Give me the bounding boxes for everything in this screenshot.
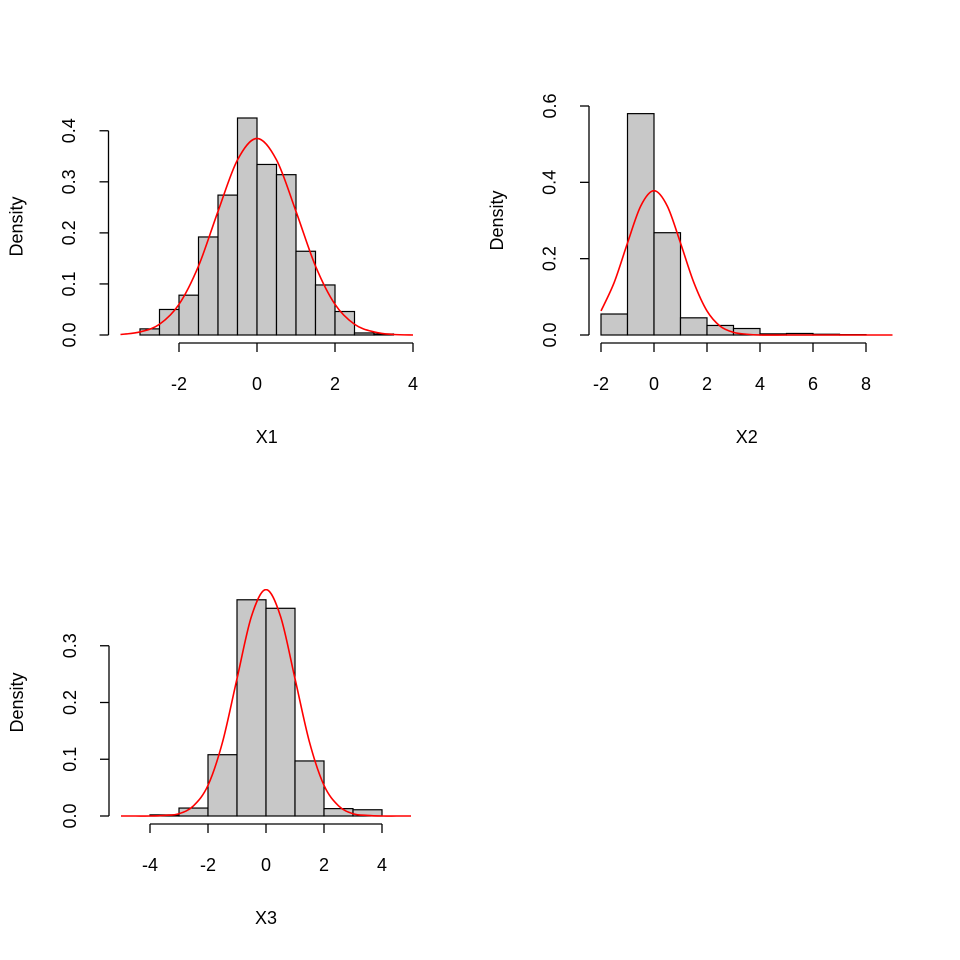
x-tick-label: -4 xyxy=(142,855,158,875)
x-tick-label: 4 xyxy=(408,374,418,394)
x-tick-label: 2 xyxy=(330,374,340,394)
bar xyxy=(334,310,356,336)
y-tick-label: 0.0 xyxy=(60,803,80,828)
x-tick-label: 8 xyxy=(861,374,871,394)
x-tick-label: 2 xyxy=(319,855,329,875)
density-curve xyxy=(120,137,414,336)
bar xyxy=(653,232,682,336)
density-curve xyxy=(600,189,893,336)
bar xyxy=(236,117,258,336)
bar xyxy=(600,313,629,336)
x-tick-label: 4 xyxy=(377,855,387,875)
density-curve xyxy=(121,589,411,817)
y-tick-label: 0.2 xyxy=(59,220,79,245)
bar xyxy=(295,250,317,336)
y-axis-label: Density xyxy=(6,196,26,256)
x-axis-label: X2 xyxy=(736,427,758,447)
y-tick-label: 0.2 xyxy=(60,690,80,715)
y-tick-label: 0.6 xyxy=(540,93,560,118)
y-tick-label: 0.4 xyxy=(59,118,79,143)
panel: -2 0 2 4 0.0 0.1 0.2 0.3 0.4 X1 Density xyxy=(6,117,418,447)
x-tick-label: 0 xyxy=(261,855,271,875)
x-tick-label: 0 xyxy=(649,374,659,394)
y-tick-label: 0.2 xyxy=(540,246,560,271)
bar xyxy=(626,113,655,336)
bar xyxy=(265,607,296,817)
x-tick-label: 2 xyxy=(702,374,712,394)
bar xyxy=(207,754,238,817)
panel: -2 0 2 4 6 8 0.0 0.2 0.4 0.6 X2 Density xyxy=(487,93,893,447)
bar xyxy=(197,236,219,336)
y-axis-label: Density xyxy=(7,672,27,732)
bar xyxy=(275,174,297,336)
bar xyxy=(236,599,267,817)
bar xyxy=(679,317,708,336)
bar xyxy=(217,194,239,336)
bar xyxy=(256,163,278,336)
bar xyxy=(294,760,325,817)
y-tick-label: 0.3 xyxy=(59,169,79,194)
y-tick-label: 0.3 xyxy=(60,633,80,658)
x-tick-label: 0 xyxy=(252,374,262,394)
x-tick-label: 6 xyxy=(808,374,818,394)
y-tick-label: 0.4 xyxy=(540,170,560,195)
y-axis-label: Density xyxy=(487,190,507,250)
bar xyxy=(353,332,375,336)
y-tick-label: 0.0 xyxy=(540,322,560,347)
x-axis-label: X1 xyxy=(256,427,278,447)
bar xyxy=(314,284,336,336)
x-axis-label: X3 xyxy=(255,908,277,928)
y-tick-label: 0.0 xyxy=(59,322,79,347)
x-tick-label: -2 xyxy=(593,374,609,394)
x-tick-label: -2 xyxy=(171,374,187,394)
y-tick-label: 0.1 xyxy=(60,747,80,772)
x-tick-label: 4 xyxy=(755,374,765,394)
y-tick-label: 0.1 xyxy=(59,271,79,296)
x-tick-label: -2 xyxy=(200,855,216,875)
panel: -4 -2 0 2 4 0.0 0.1 0.2 0.3 X3 Density xyxy=(7,589,411,928)
